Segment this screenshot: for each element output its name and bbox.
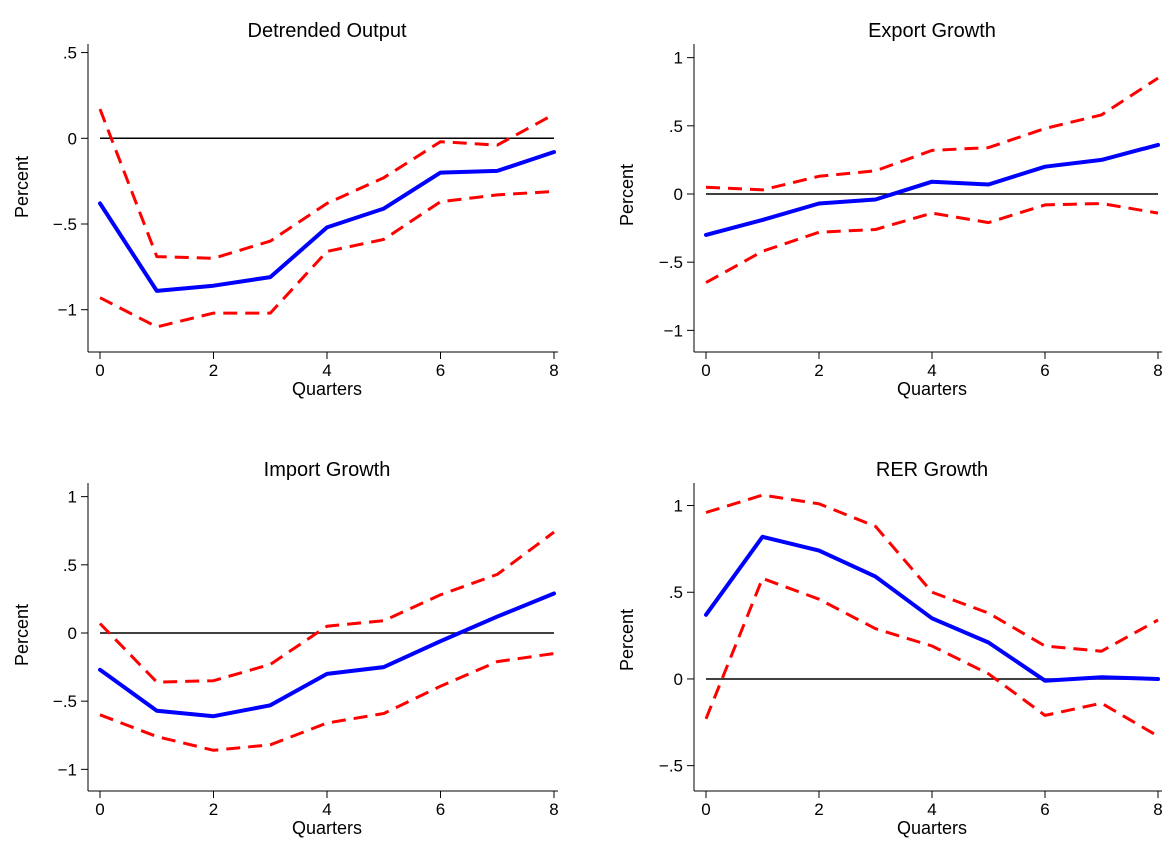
y-tick-labels: −1 −.5 0 .5 1 bbox=[53, 488, 77, 780]
x-axis-label: Quarters bbox=[897, 379, 967, 399]
y-axis-label: Percent bbox=[12, 604, 32, 666]
y-tick-labels: −1 −.5 0 .5 1 bbox=[659, 49, 683, 341]
chart-title: Export Growth bbox=[868, 20, 996, 42]
panel-rer-growth: RER Growth Percent Quarters −.5 0 .5 1 0 2 4 6… bbox=[617, 459, 1163, 838]
series-line-estimate bbox=[98, 150, 556, 293]
y-tick-labels: −1 −.5 0 .5 bbox=[53, 44, 77, 320]
x-tick-label: 0 bbox=[95, 800, 104, 819]
y-tick-label: 1 bbox=[68, 488, 77, 507]
axes bbox=[687, 483, 1162, 798]
series-line-upper bbox=[705, 493, 1159, 653]
x-tick-label: 0 bbox=[95, 361, 104, 380]
y-tick-label: −.5 bbox=[659, 253, 683, 272]
x-axis-label: Quarters bbox=[897, 818, 967, 838]
x-tick-labels: 0 2 4 6 8 bbox=[95, 361, 558, 380]
x-tick-label: 6 bbox=[1040, 361, 1049, 380]
axes bbox=[687, 44, 1162, 359]
x-tick-label: 0 bbox=[701, 800, 710, 819]
chart-title: Detrended Output bbox=[248, 20, 407, 42]
axes bbox=[81, 44, 558, 359]
x-tick-labels: 0 2 4 6 8 bbox=[701, 361, 1162, 380]
y-tick-label: −.5 bbox=[53, 692, 77, 711]
series-line-upper bbox=[705, 76, 1159, 192]
plot-area bbox=[98, 108, 556, 329]
y-tick-label: 0 bbox=[674, 185, 683, 204]
y-tick-label: .5 bbox=[669, 583, 683, 602]
y-tick-label: −.5 bbox=[659, 757, 683, 776]
series-line-estimate bbox=[704, 142, 1160, 237]
y-tick-label: 0 bbox=[68, 129, 77, 148]
plot-area bbox=[704, 76, 1160, 284]
x-tick-label: 4 bbox=[927, 800, 936, 819]
y-tick-label: .5 bbox=[669, 117, 683, 136]
y-tick-label: −1 bbox=[58, 760, 77, 779]
x-tick-label: 6 bbox=[436, 361, 445, 380]
panel-export-growth: Export Growth Percent Quarters −1 −.5 0 .5 1… bbox=[617, 20, 1163, 399]
x-tick-label: 4 bbox=[322, 800, 331, 819]
y-tick-label: −.5 bbox=[53, 215, 77, 234]
x-tick-labels: 0 2 4 6 8 bbox=[95, 800, 558, 819]
y-axis-label: Percent bbox=[617, 164, 637, 226]
x-tick-label: 0 bbox=[701, 361, 710, 380]
series-line-estimate bbox=[98, 591, 556, 719]
panel-import-growth: Import Growth Percent Quarters −1 −.5 0 .5 1… bbox=[12, 459, 559, 838]
x-tick-label: 6 bbox=[436, 800, 445, 819]
x-axis-label: Quarters bbox=[292, 379, 362, 399]
x-tick-label: 8 bbox=[1153, 361, 1162, 380]
y-axis-label: Percent bbox=[12, 156, 32, 218]
x-tick-label: 2 bbox=[209, 361, 218, 380]
x-tick-label: 8 bbox=[549, 361, 558, 380]
x-tick-labels: 0 2 4 6 8 bbox=[701, 800, 1162, 819]
y-tick-label: 0 bbox=[674, 670, 683, 689]
x-tick-label: 8 bbox=[549, 800, 558, 819]
y-tick-label: −1 bbox=[664, 321, 683, 340]
x-tick-label: 2 bbox=[814, 361, 823, 380]
x-tick-label: 4 bbox=[322, 361, 331, 380]
x-tick-label: 4 bbox=[927, 361, 936, 380]
x-tick-label: 8 bbox=[1153, 800, 1162, 819]
chart-title: RER Growth bbox=[876, 459, 988, 481]
series-line-upper bbox=[98, 530, 555, 684]
x-tick-label: 6 bbox=[1040, 800, 1049, 819]
chart-title: Import Growth bbox=[264, 459, 391, 481]
series-line-upper bbox=[98, 108, 555, 260]
x-axis-label: Quarters bbox=[292, 818, 362, 838]
series-line-lower bbox=[99, 189, 555, 329]
y-tick-label: 1 bbox=[674, 49, 683, 68]
x-tick-label: 2 bbox=[209, 800, 218, 819]
plot-area bbox=[704, 493, 1160, 738]
x-tick-label: 2 bbox=[814, 800, 823, 819]
plot-area bbox=[98, 530, 556, 752]
y-tick-label: .5 bbox=[63, 556, 77, 575]
series-line-estimate bbox=[704, 534, 1160, 683]
axes bbox=[81, 483, 558, 798]
panel-detrended-output: Detrended Output Percent Quarters −1 −.5 0… bbox=[12, 20, 559, 399]
y-tick-label: 1 bbox=[674, 497, 683, 516]
y-tick-label: 0 bbox=[68, 624, 77, 643]
series-line-lower bbox=[99, 652, 555, 752]
y-axis-label: Percent bbox=[617, 609, 637, 671]
series-line-lower bbox=[704, 576, 1159, 738]
y-tick-label: .5 bbox=[63, 44, 77, 63]
y-tick-label: −1 bbox=[58, 301, 77, 320]
y-tick-labels: −.5 0 .5 1 bbox=[659, 497, 683, 776]
